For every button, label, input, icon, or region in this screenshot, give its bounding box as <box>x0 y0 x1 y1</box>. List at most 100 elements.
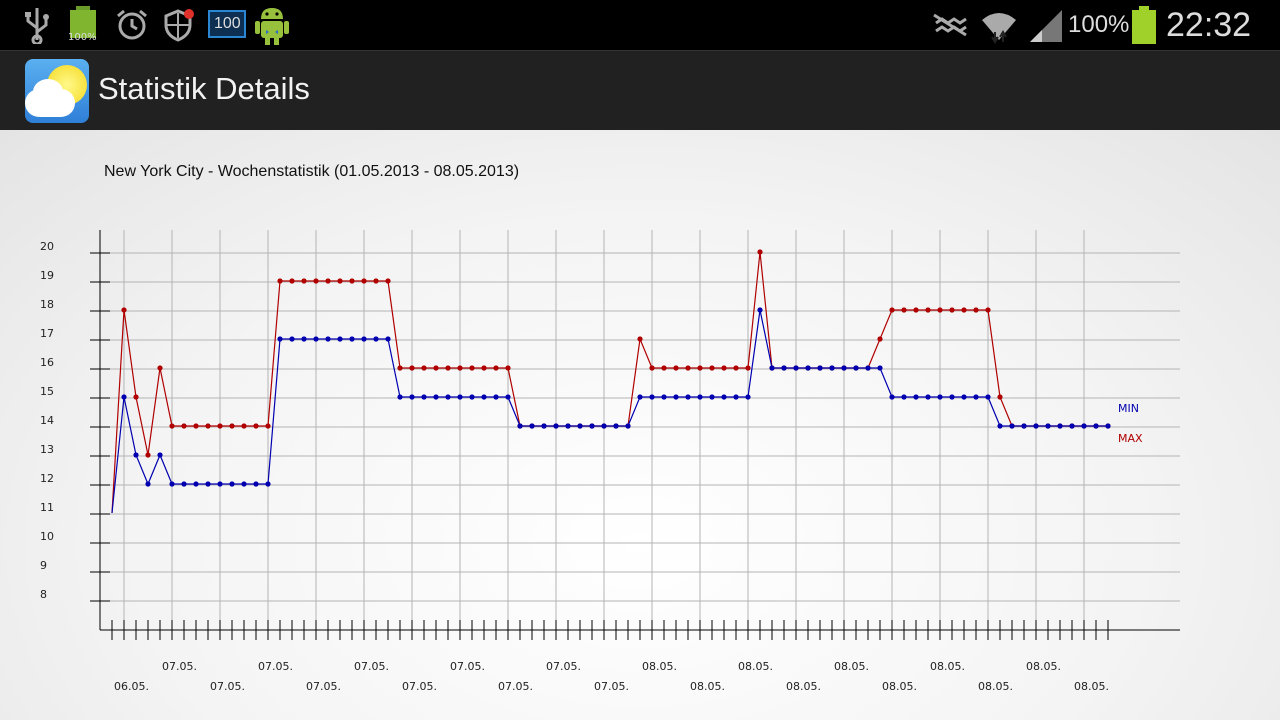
data-point-max <box>481 365 487 371</box>
data-point-min <box>817 365 823 371</box>
data-point-min <box>553 423 559 429</box>
battery-widget-icon: 100% <box>68 6 100 44</box>
battery-percent-wrap: 100% <box>1068 0 1129 50</box>
data-point-min <box>865 365 871 371</box>
x-tick-label: 07.05. <box>354 660 389 673</box>
data-point-min <box>313 336 319 342</box>
data-point-min <box>505 394 511 400</box>
data-point-min <box>901 394 907 400</box>
data-point-min <box>793 365 799 371</box>
data-point-max <box>973 307 979 313</box>
x-tick-label: 07.05. <box>258 660 293 673</box>
data-point-max <box>361 278 367 284</box>
data-point-max <box>133 394 139 400</box>
shield-icon <box>164 9 194 42</box>
data-point-min <box>481 394 487 400</box>
data-point-min <box>721 394 727 400</box>
data-point-max <box>421 365 427 371</box>
chart-title: New York City - Wochenstatistik (01.05.2… <box>104 163 520 180</box>
clock: 22:32 <box>1166 5 1252 44</box>
data-point-min <box>421 394 427 400</box>
y-tick-label: 19 <box>40 269 54 282</box>
data-point-min <box>769 365 775 371</box>
data-point-max <box>985 307 991 313</box>
data-point-min <box>625 423 631 429</box>
data-point-min <box>157 452 163 458</box>
data-point-min <box>1105 423 1111 429</box>
signal-icon <box>1030 10 1062 42</box>
clock-wrap: 22:32 <box>1166 0 1251 50</box>
series-line-max <box>111 251 1108 514</box>
data-point-min <box>469 394 475 400</box>
data-point-min <box>277 336 283 342</box>
y-tick-label: 13 <box>40 443 54 456</box>
data-point-max <box>397 365 403 371</box>
weather-sun-cloud-icon[interactable] <box>25 59 89 123</box>
data-point-max <box>205 423 211 429</box>
data-point-min <box>1009 423 1015 429</box>
data-point-min <box>697 394 703 400</box>
data-point-max <box>505 365 511 371</box>
data-point-max <box>157 365 163 371</box>
data-point-max <box>241 423 247 429</box>
data-point-min <box>1081 423 1087 429</box>
data-point-min <box>589 423 595 429</box>
data-point-max <box>469 365 475 371</box>
data-point-min <box>133 452 139 458</box>
y-tick-label: 11 <box>40 501 54 514</box>
android-icon <box>255 8 289 45</box>
y-tick-label: 20 <box>40 240 54 253</box>
data-point-min <box>397 394 403 400</box>
data-point-min <box>985 394 991 400</box>
data-point-max <box>901 307 907 313</box>
data-point-min <box>661 394 667 400</box>
data-point-max <box>733 365 739 371</box>
data-point-max <box>289 278 295 284</box>
x-tick-label: 08.05. <box>786 680 821 693</box>
data-point-max <box>637 336 643 342</box>
data-point-min <box>601 423 607 429</box>
y-tick-label: 12 <box>40 472 54 485</box>
data-point-min <box>913 394 919 400</box>
data-point-max <box>169 423 175 429</box>
data-point-min <box>1033 423 1039 429</box>
data-point-max <box>673 365 679 371</box>
battery-widget-label: 100% <box>68 32 97 43</box>
data-point-max <box>961 307 967 313</box>
data-point-min <box>745 394 751 400</box>
data-point-min <box>1045 423 1051 429</box>
data-point-max <box>925 307 931 313</box>
x-tick-label: 08.05. <box>834 660 869 673</box>
data-point-min <box>457 394 463 400</box>
data-point-min <box>829 365 835 371</box>
legend-max: MAX <box>1118 432 1143 445</box>
battery-icon <box>1132 6 1156 44</box>
data-point-min <box>973 394 979 400</box>
widget-label: 100 <box>214 15 241 32</box>
data-point-min <box>349 336 355 342</box>
data-point-max <box>433 365 439 371</box>
data-point-min <box>121 394 127 400</box>
battery-percent: 100% <box>1068 11 1130 38</box>
data-point-min <box>145 481 151 487</box>
data-point-max <box>949 307 955 313</box>
data-point-min <box>409 394 415 400</box>
data-point-max <box>493 365 499 371</box>
data-point-min <box>673 394 679 400</box>
data-point-min <box>841 365 847 371</box>
data-point-max <box>685 365 691 371</box>
data-point-max <box>937 307 943 313</box>
data-point-max <box>721 365 727 371</box>
data-point-max <box>445 365 451 371</box>
data-point-min <box>445 394 451 400</box>
data-point-min <box>301 336 307 342</box>
x-tick-label: 07.05. <box>162 660 197 673</box>
x-tick-label: 08.05. <box>1074 680 1109 693</box>
x-tick-label: 07.05. <box>402 680 437 693</box>
legend-min: MIN <box>1118 402 1139 415</box>
x-tick-label: 07.05. <box>210 680 245 693</box>
x-tick-label: 07.05. <box>498 680 533 693</box>
data-point-min <box>997 423 1003 429</box>
x-tick-label: 07.05. <box>450 660 485 673</box>
data-point-min <box>337 336 343 342</box>
